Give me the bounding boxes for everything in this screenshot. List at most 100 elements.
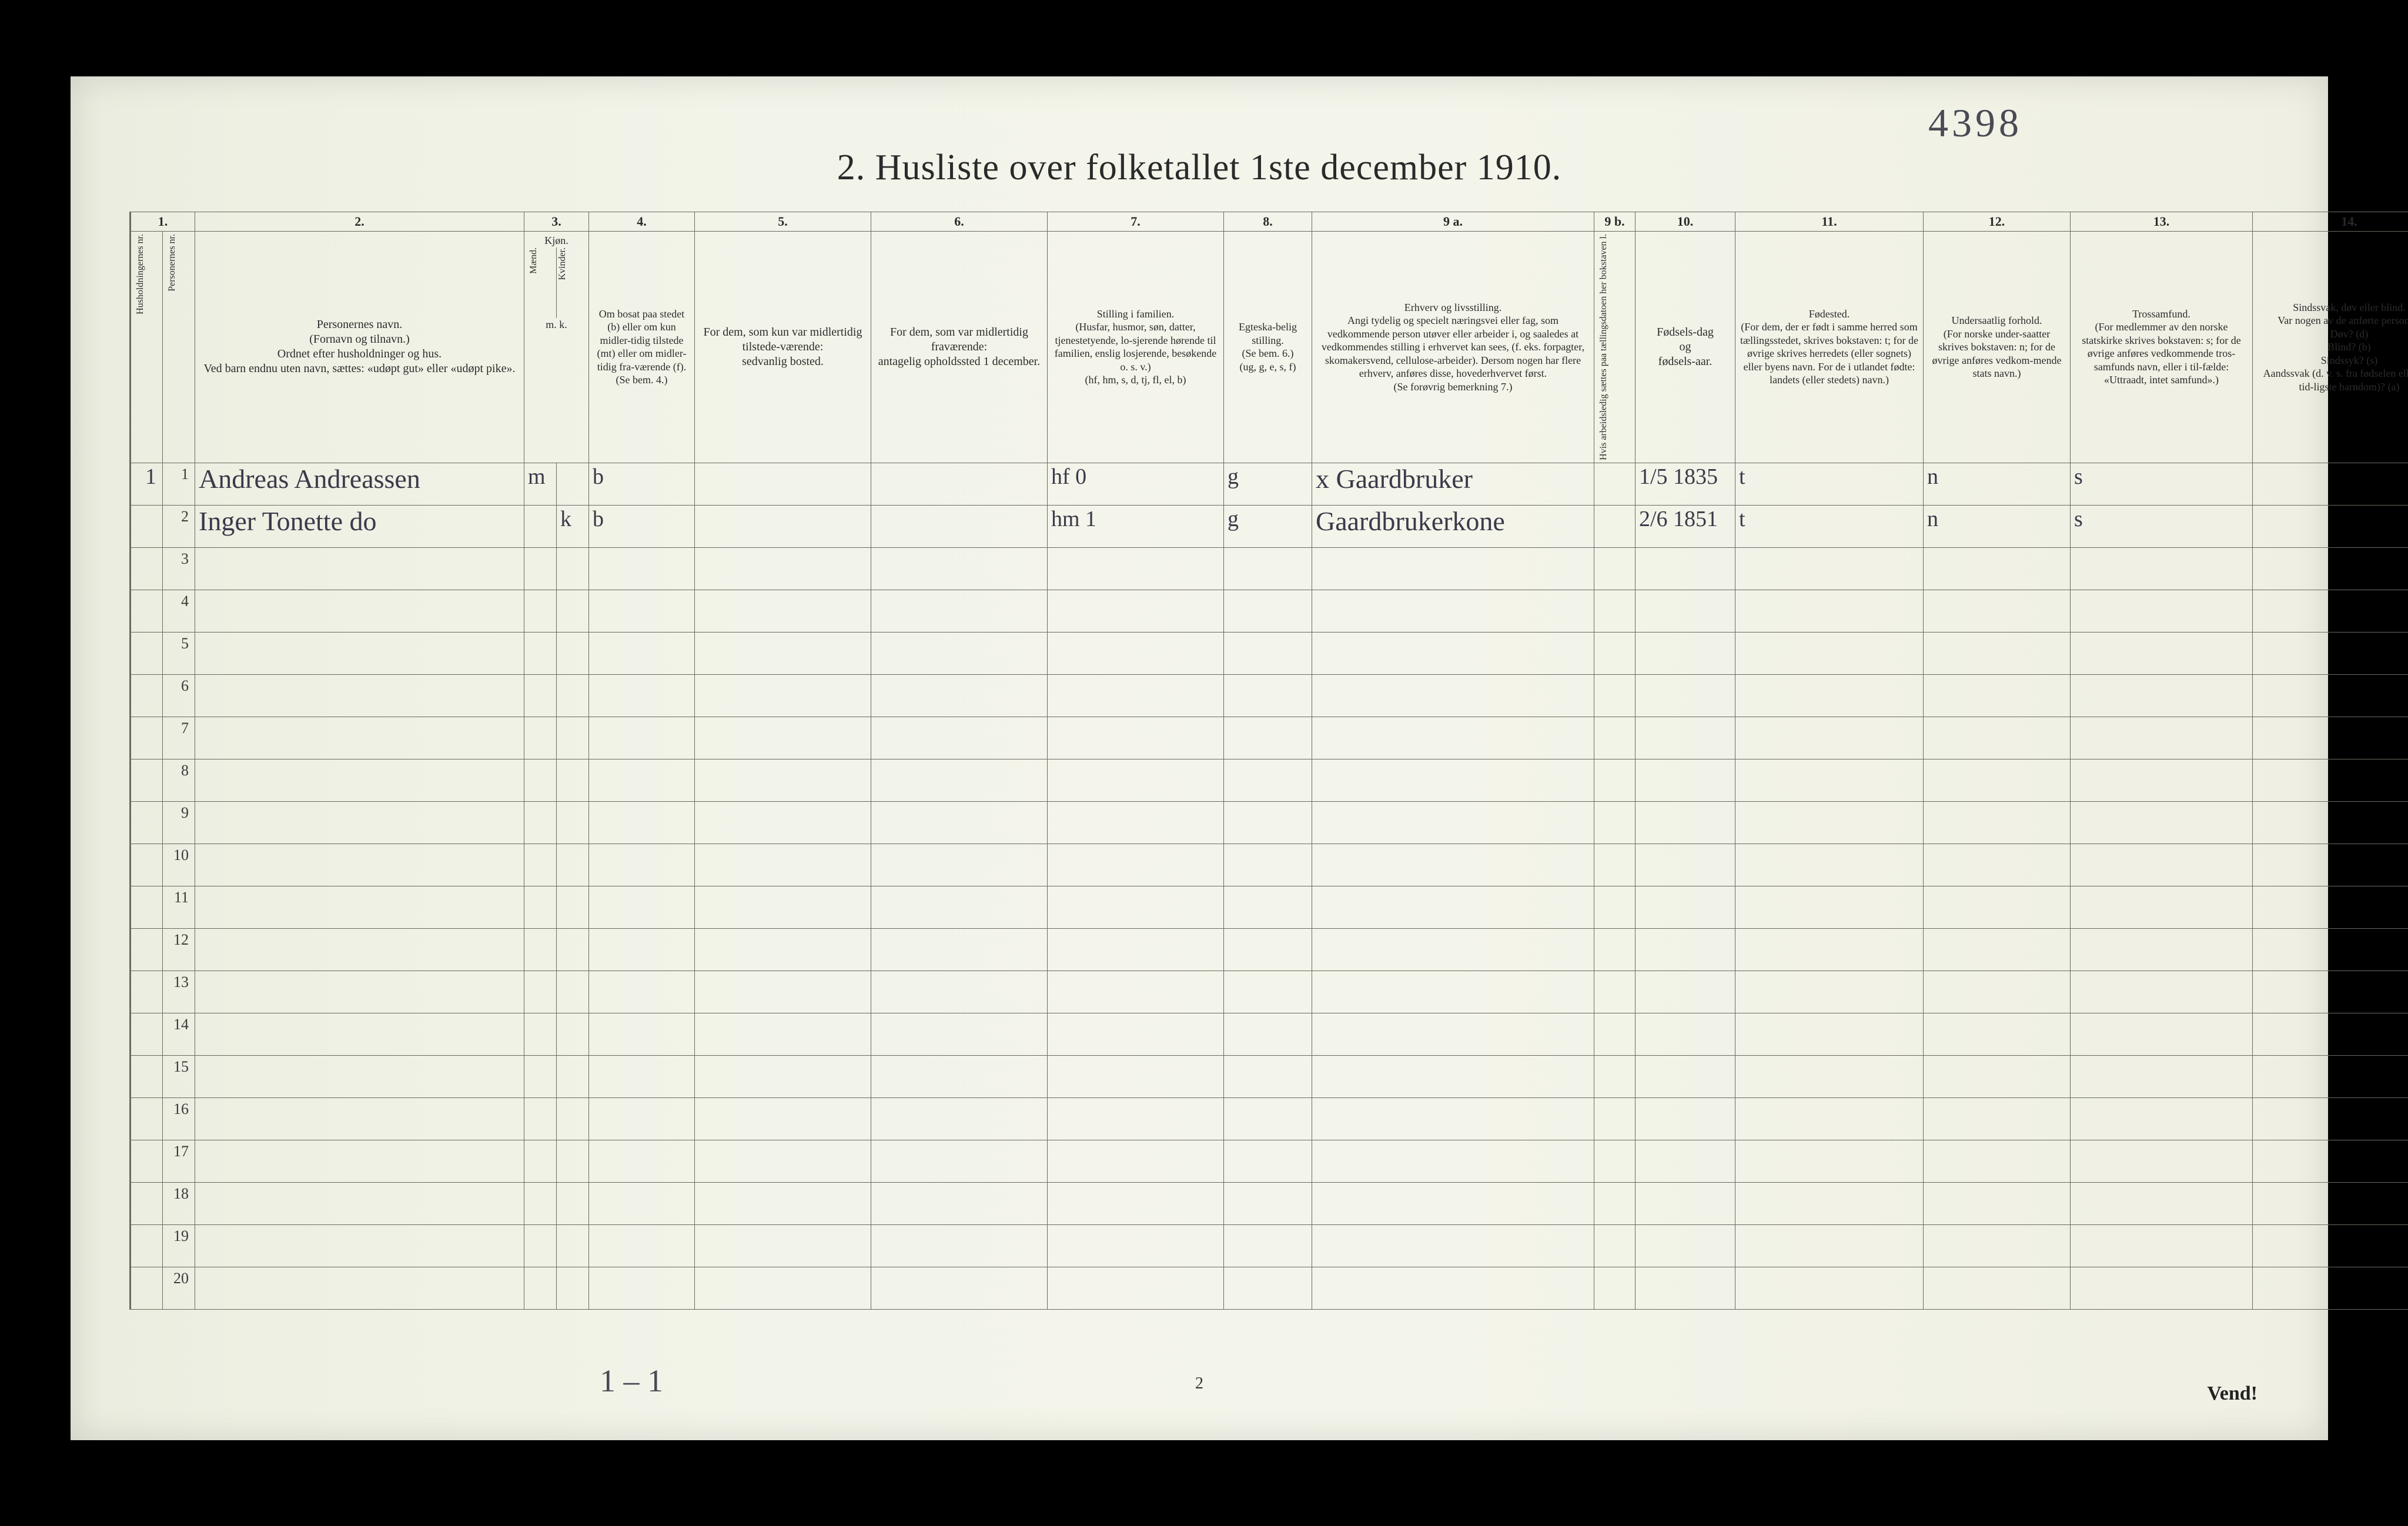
cell-hh-nr: [131, 505, 163, 547]
cell-trossamfund: [2071, 590, 2253, 632]
cell-sex-k: [557, 717, 589, 759]
cell-bosat: [589, 759, 695, 801]
cell-sindssvak: [2253, 1224, 2408, 1267]
cell-egteskab: [1224, 1055, 1312, 1097]
cell-fodsel: 2/6 1851: [1636, 505, 1735, 547]
cell-egteskab: [1224, 590, 1312, 632]
cell-fodested: [1735, 928, 1924, 971]
cell-fodested: [1735, 801, 1924, 844]
cell-trossamfund: [2071, 886, 2253, 928]
cell-fodsel: [1636, 844, 1735, 886]
handwritten-text: x Gaardbruker: [1316, 464, 1473, 494]
cell-familiestilling: [1048, 1182, 1224, 1224]
handwritten-text: n: [1927, 464, 1938, 489]
hdr-sindssvak: Sindssvak, døv eller blind. Var nogen av…: [2253, 232, 2408, 463]
cell-arbeidsledig: [1594, 590, 1636, 632]
hdr-text: Personernes nr.: [166, 234, 178, 292]
hdr-stilling-familien: Stilling i familien. (Husfar, husmor, sø…: [1048, 232, 1224, 463]
cell-midl-fravar: [871, 1140, 1048, 1182]
handwritten-text: m: [528, 464, 546, 489]
cell-hh-nr: [131, 674, 163, 717]
cell-hh-nr: [131, 590, 163, 632]
cell-name: [195, 547, 524, 590]
cell-fodested: t: [1735, 463, 1924, 505]
cell-sex-m: [524, 971, 557, 1013]
cell-erhverv: [1312, 632, 1594, 674]
cell-arbeidsledig: [1594, 1055, 1636, 1097]
cell-hh-nr: [131, 844, 163, 886]
cell-sex-m: [524, 717, 557, 759]
cell-person-nr: 19: [163, 1224, 195, 1267]
cell-bosat: [589, 928, 695, 971]
cell-fodsel: [1636, 1224, 1735, 1267]
cell-sindssvak: [2253, 1267, 2408, 1309]
cell-midl-fravar: [871, 547, 1048, 590]
cell-undersaat: [1924, 632, 2071, 674]
cell-undersaat: [1924, 547, 2071, 590]
cell-egteskab: [1224, 1140, 1312, 1182]
cell-sindssvak: [2253, 717, 2408, 759]
hdr-undersaat: Undersaatlig forhold. (For norske under-…: [1924, 232, 2071, 463]
cell-sex-m: [524, 632, 557, 674]
cell-egteskab: g: [1224, 505, 1312, 547]
cell-sindssvak: [2253, 801, 2408, 844]
cell-erhverv: [1312, 971, 1594, 1013]
hdr-fodsel: Fødsels-dag og fødsels-aar.: [1636, 232, 1735, 463]
colnum: 6.: [871, 212, 1048, 232]
cell-fodsel: [1636, 801, 1735, 844]
cell-midl-fravar: [871, 844, 1048, 886]
cell-fodested: [1735, 886, 1924, 928]
cell-trossamfund: [2071, 759, 2253, 801]
cell-midl-tilstede: [695, 1140, 871, 1182]
hdr-midl-fravar: For dem, som var midlertidig fraværende:…: [871, 232, 1048, 463]
cell-hh-nr: [131, 759, 163, 801]
cell-midl-tilstede: [695, 717, 871, 759]
cell-fodsel: [1636, 547, 1735, 590]
cell-bosat: [589, 590, 695, 632]
cell-fodested: [1735, 590, 1924, 632]
cell-egteskab: [1224, 1224, 1312, 1267]
handwritten-text: Gaardbrukerkone: [1316, 506, 1505, 536]
cell-sex-m: [524, 1097, 557, 1140]
cell-sex-m: [524, 844, 557, 886]
cell-sindssvak: [2253, 1097, 2408, 1140]
cell-hh-nr: [131, 971, 163, 1013]
cell-egteskab: g: [1224, 463, 1312, 505]
cell-bosat: [589, 1013, 695, 1055]
cell-midl-fravar: [871, 717, 1048, 759]
handwritten-text: g: [1228, 464, 1239, 489]
cell-midl-fravar: [871, 1013, 1048, 1055]
cell-erhverv: [1312, 1140, 1594, 1182]
cell-sex-m: [524, 801, 557, 844]
cell-fodsel: [1636, 1267, 1735, 1309]
census-table-wrapper: 1. 2. 3. 4. 5. 6. 7. 8. 9 a. 9 b. 10. 11…: [129, 212, 2269, 1310]
table-row: 8: [131, 759, 2408, 801]
cell-name: [195, 759, 524, 801]
cell-sindssvak: [2253, 463, 2408, 505]
hdr-husholdning-nr: Husholdningernes nr.: [131, 232, 163, 463]
table-row: 7: [131, 717, 2408, 759]
cell-familiestilling: [1048, 971, 1224, 1013]
cell-erhverv: [1312, 1224, 1594, 1267]
cell-sindssvak: [2253, 632, 2408, 674]
paper-page: 4398 2. Husliste over folketallet 1ste d…: [71, 76, 2328, 1440]
cell-sindssvak: [2253, 674, 2408, 717]
cell-bosat: [589, 674, 695, 717]
cell-arbeidsledig: [1594, 717, 1636, 759]
cell-undersaat: [1924, 1224, 2071, 1267]
hdr-mk: m. k.: [528, 318, 585, 332]
cell-hh-nr: [131, 1267, 163, 1309]
cell-fodsel: [1636, 717, 1735, 759]
column-number-row: 1. 2. 3. 4. 5. 6. 7. 8. 9 a. 9 b. 10. 11…: [131, 212, 2408, 232]
cell-hh-nr: [131, 928, 163, 971]
handwritten-text: 2/6 1851: [1639, 507, 1718, 531]
cell-person-nr: 18: [163, 1182, 195, 1224]
cell-sex-m: [524, 1013, 557, 1055]
cell-fodsel: [1636, 928, 1735, 971]
cell-familiestilling: [1048, 547, 1224, 590]
cell-sex-m: [524, 759, 557, 801]
cell-name: [195, 1267, 524, 1309]
table-row: 4: [131, 590, 2408, 632]
cell-midl-tilstede: [695, 1013, 871, 1055]
cell-sindssvak: [2253, 547, 2408, 590]
